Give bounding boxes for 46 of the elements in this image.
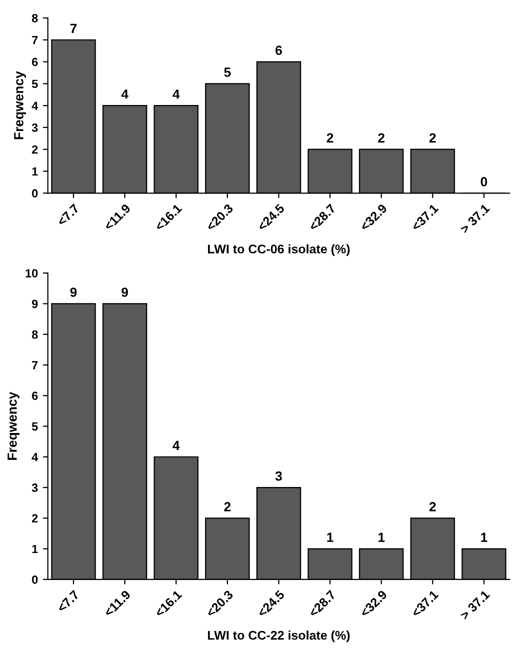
y-tick-label: 7 <box>32 361 38 370</box>
data-label: 2 <box>429 502 436 512</box>
x-tick-label: > 37.1 <box>460 590 490 620</box>
x-axis-title: LWI to CC-22 isolate (%) <box>208 630 350 642</box>
y-tick-label: 8 <box>32 14 38 22</box>
data-label: 5 <box>224 68 231 77</box>
data-label: 4 <box>172 440 180 450</box>
data-label: 1 <box>327 532 334 542</box>
data-label: 9 <box>70 288 77 297</box>
data-label: 1 <box>481 532 488 542</box>
data-label: 2 <box>224 502 231 512</box>
y-tick-label: 6 <box>32 58 38 66</box>
y-tick-label: 5 <box>32 80 38 88</box>
data-label: 7 <box>70 24 77 33</box>
y-tick-label: 5 <box>32 422 38 431</box>
y-axis-title: Freqwency <box>14 71 26 140</box>
y-tick-label: 10 <box>26 269 38 278</box>
data-label: 2 <box>429 133 436 142</box>
y-tick-label: 4 <box>32 453 38 462</box>
y-tick-label: 6 <box>32 392 38 400</box>
y-tick-label: 9 <box>32 300 38 308</box>
x-tick-label: > 37.1 <box>460 203 490 234</box>
y-tick-label: 3 <box>32 123 38 132</box>
data-label: 4 <box>121 90 128 99</box>
data-label: 4 <box>172 90 180 99</box>
y-tick-label: 7 <box>32 36 38 44</box>
y-axis-title: Freqwency <box>8 392 20 460</box>
data-label: 9 <box>122 288 128 297</box>
data-label: 1 <box>378 532 385 542</box>
x-axis-title: LWI to CC-06 isolate (%) <box>208 244 350 256</box>
x-tick-label: <7.7 <box>56 204 80 226</box>
y-tick-label: 8 <box>32 330 38 339</box>
data-label: 3 <box>275 471 282 481</box>
y-tick-label: 2 <box>32 145 38 154</box>
y-tick-label: 0 <box>32 575 38 584</box>
x-tick-label: <7.7 <box>56 590 80 613</box>
y-tick-label: 4 <box>32 102 38 110</box>
data-label: 6 <box>276 46 282 55</box>
data-label: 2 <box>378 133 384 142</box>
y-tick-label: 0 <box>32 189 38 198</box>
y-tick-label: 2 <box>32 514 38 522</box>
y-tick-label: 1 <box>32 167 38 176</box>
data-label: 2 <box>326 133 334 142</box>
data-label: 0 <box>480 177 488 186</box>
y-tick-label: 3 <box>32 484 38 492</box>
y-tick-label: 1 <box>32 544 38 554</box>
